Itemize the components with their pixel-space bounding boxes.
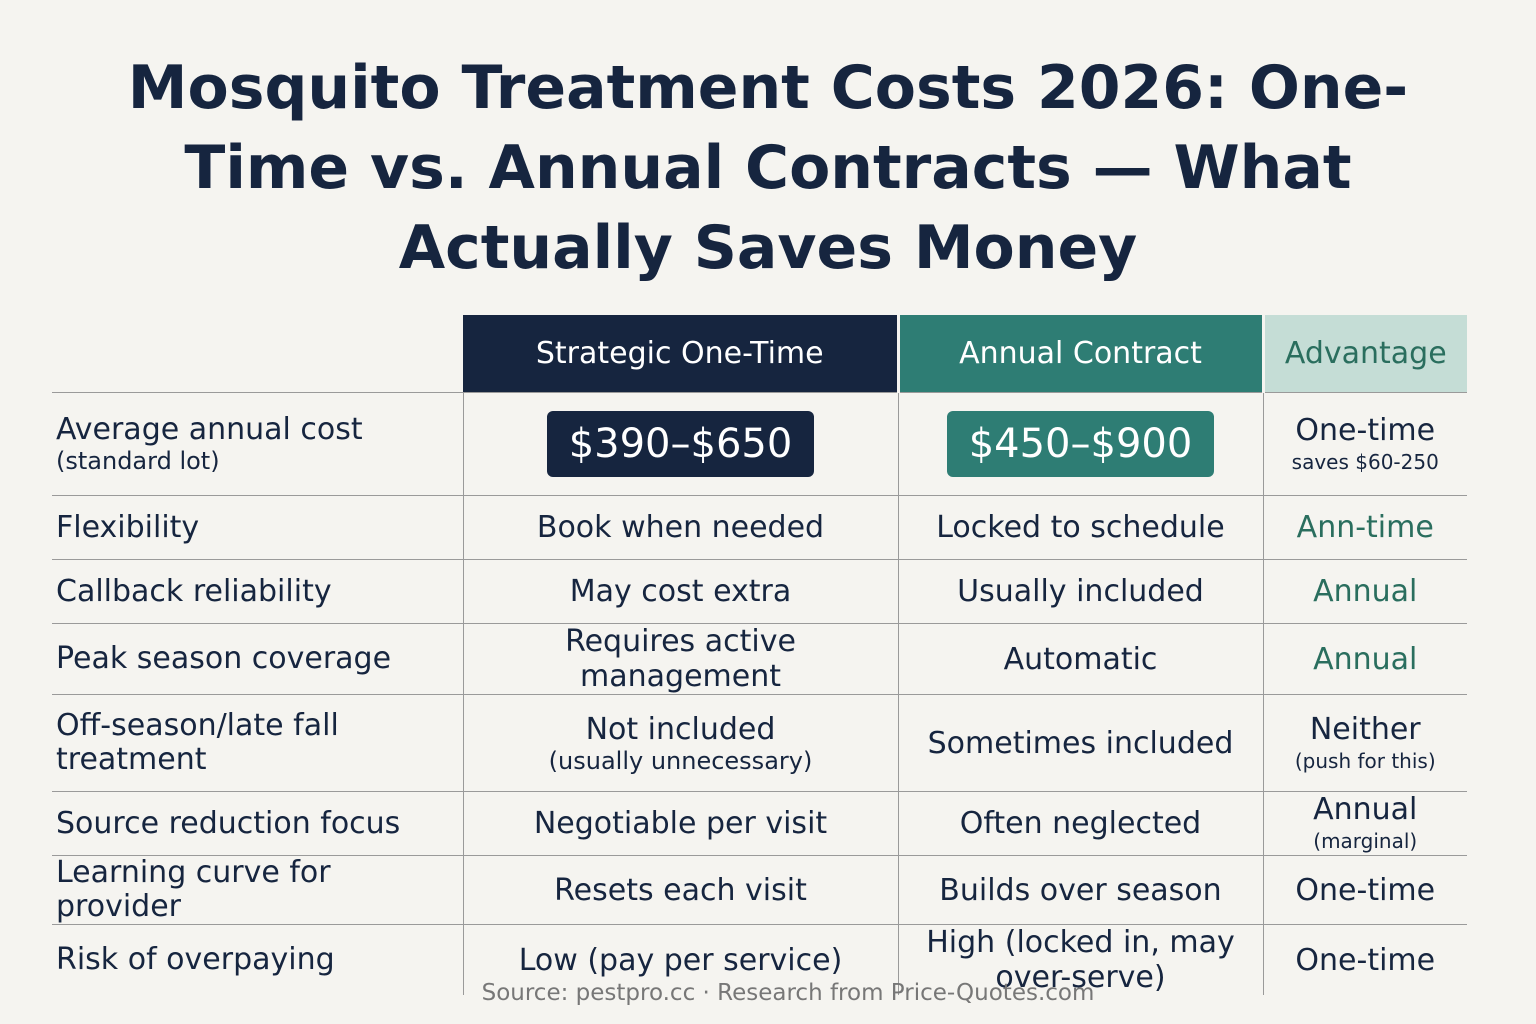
cell-note: (push for this) [1294,748,1436,773]
table-row: Flexibility Book when needed Locked to sch… [52,495,1467,560]
cell-text: Low (pay per service) [518,942,843,978]
table-cell: Sometimes included [897,694,1263,792]
table-row: Off-season/late fall treatment Not includ… [52,694,1467,792]
source-note: Source: pestpro.cc · Research from Price… [481,980,1095,1006]
cell-text: Risk of overpaying [56,942,335,977]
table-cell: Ann-time [1262,495,1467,560]
header-row: Strategic One-Time Annual Contract Advanta… [52,315,1467,393]
cell-text: Book when needed [536,510,825,545]
table-row: Average annual cost (standard lot) $390–$6… [52,392,1467,496]
table-cell: Usually included [897,559,1263,624]
table-cell: Neither (push for this) [1262,694,1467,792]
column-header: Annual Contract [896,315,1263,393]
cell-text: Annual [1313,641,1418,677]
row-label: Average annual cost (standard lot) [52,392,463,496]
title: Mosquito Treatment Costs 2026: One-Time … [127,53,1409,283]
cell-text: Ann-time [1296,510,1434,545]
table-cell: Locked to schedule [897,495,1263,560]
price-badge: $450–$900 [946,411,1215,477]
table-cell: Automatic [897,623,1263,695]
cell-text: Requires active management [565,624,796,694]
table-cell: Requires active management [462,623,898,695]
cell-text: Automatic [1003,641,1158,677]
table-cell: One-time saves $60-250 [1262,392,1467,496]
table-body: Average annual cost (standard lot) $390–$6… [52,392,1467,995]
table-cell: May cost extra [462,559,898,624]
row-label: Flexibility [52,495,463,560]
table-cell: Annual [1262,559,1467,624]
cell-note: saves $60-250 [1291,449,1439,474]
table-row: Peak season coverage Requires active mana… [52,623,1467,695]
cell-text: Builds over season [939,872,1222,908]
cell-note: (usually unnecessary) [548,746,813,775]
cell-text: One-time [1295,942,1436,978]
table-cell: $450–$900 [897,392,1263,496]
cell-text: High (locked in, may over-serve) [926,925,1235,995]
cell-text: Sometimes included [927,725,1234,761]
cell-text: Negotiable per visit [533,806,828,841]
table-cell: Builds over season [897,855,1263,925]
row-label: Off-season/late fall treatment [52,694,463,792]
table-cell: Book when needed [462,495,898,560]
cell-text: May cost extra [569,574,792,609]
table-cell: Annual [1262,623,1467,695]
table-cell: One-time [1262,924,1467,995]
cell-text: Neither [1309,711,1421,747]
cell-text: Resets each visit [554,872,807,908]
table-row: Learning curve for provider Resets each v… [52,855,1467,925]
cell-note: (standard lot) [56,447,220,475]
row-label: Source reduction focus [52,791,463,856]
cell-text: Flexibility [56,509,200,545]
cell-text: One-time [1295,872,1436,908]
table-cell: $390–$650 [462,392,898,496]
table-cell: Not included (usually unnecessary) [462,694,898,792]
comparison-table: Strategic One-Time Annual Contract Advanta… [52,315,1467,995]
cell-text: Often neglected [959,806,1202,841]
cell-text: Annual [1313,574,1418,609]
cell-text: Locked to schedule [936,510,1225,545]
table-cell: Often neglected [897,791,1263,856]
price-badge: $390–$650 [546,411,815,477]
cell-text: One-time [1295,412,1436,448]
corner [52,315,463,393]
cell-text: Not included [585,711,776,747]
cell-text: Annual [1313,792,1418,827]
table-cell: Negotiable per visit [462,791,898,856]
table-cell: High (locked in, may over-serve) [897,924,1263,995]
row-label: Risk of overpaying [52,924,463,995]
cell-text: Average annual cost [56,412,363,447]
row-label: Callback reliability [52,559,463,624]
column-header: Strategic One-Time [463,315,898,393]
row-label: Peak season coverage [52,623,463,695]
cell-text: Source reduction focus [56,805,401,841]
cell-text: Callback reliability [56,573,332,609]
cell-note: (marginal) [1313,829,1418,853]
cell-text: Usually included [957,574,1204,609]
table-cell: Resets each visit [462,855,898,925]
cell-text: Learning curve for provider [56,855,331,924]
column-header: Advantage [1261,315,1467,393]
cell-text: Off-season/late fall treatment [56,708,339,777]
table-row: Risk of overpaying Low (pay per service) H… [52,924,1467,995]
table-row: Callback reliability May cost extra Usuall… [52,559,1467,624]
table-row: Source reduction focus Negotiable per vis… [52,791,1467,856]
table-cell: Low (pay per service) [462,924,898,995]
table-cell: One-time [1262,855,1467,925]
row-label: Learning curve for provider [52,855,463,925]
cell-text: Peak season coverage [56,641,392,676]
table-cell: Annual (marginal) [1262,791,1467,856]
